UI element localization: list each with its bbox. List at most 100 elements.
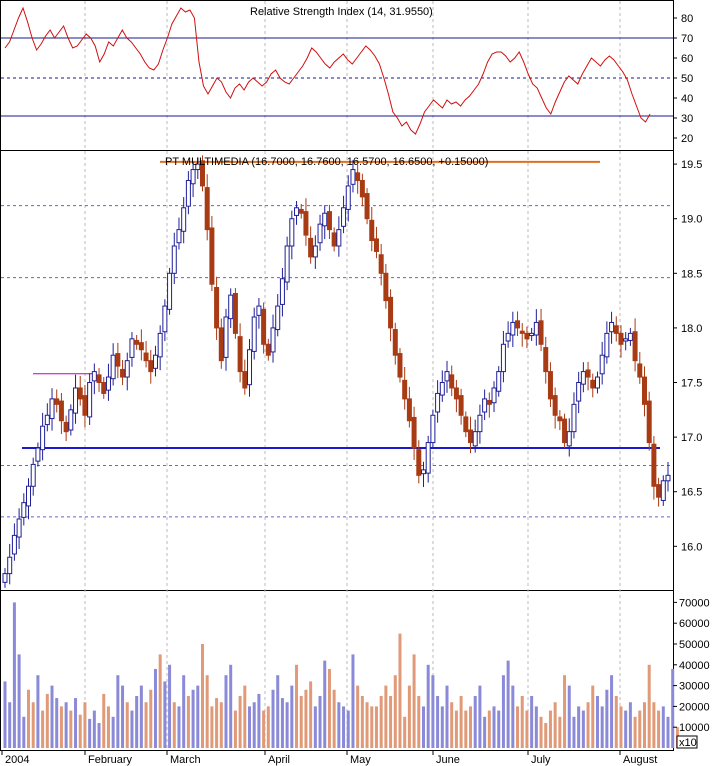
volume-bar bbox=[403, 716, 407, 748]
price-tick-label: 19.5 bbox=[681, 159, 702, 171]
candle bbox=[524, 326, 530, 349]
volume-bar bbox=[595, 696, 599, 748]
rsi-tick-label: 20 bbox=[681, 133, 693, 145]
rsi-panel bbox=[0, 0, 674, 151]
candle bbox=[96, 368, 102, 392]
volume-bar bbox=[492, 706, 496, 748]
candle bbox=[195, 157, 201, 179]
volume-bar bbox=[106, 706, 110, 748]
candle bbox=[247, 339, 253, 397]
candle bbox=[397, 348, 403, 383]
candle bbox=[486, 392, 492, 418]
volume-bar bbox=[666, 716, 670, 748]
candle bbox=[435, 380, 441, 423]
volume-bar bbox=[139, 685, 143, 748]
candle bbox=[49, 388, 55, 431]
volume-bar bbox=[121, 685, 125, 748]
candle bbox=[82, 384, 88, 428]
candle bbox=[223, 308, 229, 371]
volume-bar bbox=[407, 685, 411, 748]
volume-bar bbox=[12, 602, 16, 748]
volume-bar bbox=[337, 702, 341, 748]
volume-bar bbox=[45, 693, 49, 748]
candle bbox=[557, 410, 563, 431]
volume-unit-label: x10 bbox=[679, 737, 697, 749]
candle bbox=[134, 335, 140, 350]
candle bbox=[406, 386, 412, 428]
rsi-tick-label: 50 bbox=[681, 73, 693, 85]
candle bbox=[54, 389, 60, 413]
volume-bar bbox=[50, 685, 54, 748]
volume-bar bbox=[295, 664, 299, 748]
x-tick-label: March bbox=[170, 754, 201, 766]
volume-bar bbox=[200, 644, 204, 748]
vertical-gridlines bbox=[84, 1, 621, 750]
volume-bar bbox=[92, 710, 96, 748]
volume-bar bbox=[661, 706, 665, 748]
candle bbox=[543, 336, 549, 384]
candle bbox=[416, 440, 422, 484]
volume-bar bbox=[506, 660, 510, 748]
volume-bar bbox=[487, 710, 491, 748]
candle bbox=[68, 404, 74, 436]
volume-bar bbox=[497, 710, 501, 748]
volume-bar bbox=[360, 696, 364, 748]
volume-bar bbox=[374, 706, 378, 748]
candle bbox=[472, 419, 478, 453]
volume-bar bbox=[17, 654, 21, 748]
volume-bar bbox=[614, 696, 618, 748]
x-tick-label: June bbox=[436, 754, 460, 766]
volume-bar bbox=[421, 706, 425, 748]
rsi-tick-label: 80 bbox=[681, 13, 693, 25]
volume-bar bbox=[41, 710, 45, 748]
volume-bar bbox=[356, 685, 360, 748]
candle bbox=[646, 391, 652, 451]
volume-bar bbox=[31, 702, 35, 748]
candle bbox=[369, 207, 375, 252]
volume-tick-label: 50000 bbox=[679, 639, 710, 651]
candle bbox=[87, 373, 93, 425]
candle bbox=[77, 375, 83, 406]
volume-bar bbox=[215, 698, 219, 748]
candle bbox=[326, 204, 332, 240]
candle bbox=[303, 198, 309, 246]
volume-bar bbox=[539, 716, 543, 748]
rsi-tick-label: 40 bbox=[681, 93, 693, 105]
candle bbox=[515, 311, 521, 336]
candle bbox=[599, 341, 605, 385]
candle bbox=[58, 392, 64, 435]
volume-bar bbox=[633, 716, 637, 748]
volume-bar bbox=[276, 675, 280, 748]
volume-bar bbox=[271, 689, 275, 748]
candlesticks bbox=[2, 155, 671, 588]
volume-bar bbox=[417, 696, 421, 748]
volume-bar bbox=[304, 689, 308, 748]
volume-bar bbox=[473, 696, 477, 748]
price-tick-label: 16.0 bbox=[681, 541, 702, 553]
candle bbox=[40, 412, 46, 461]
rsi-tick-label: 60 bbox=[681, 53, 693, 65]
volume-tick-label: 60000 bbox=[679, 618, 710, 630]
volume-bar bbox=[8, 702, 12, 748]
volume-bar bbox=[440, 706, 444, 748]
volume-bar bbox=[248, 706, 252, 748]
candle bbox=[294, 201, 300, 225]
candle bbox=[261, 302, 267, 354]
x-tick-label: February bbox=[88, 754, 133, 766]
volume-bar bbox=[548, 710, 552, 748]
candle bbox=[152, 345, 158, 377]
candle bbox=[331, 227, 337, 252]
x-tick-label: 2004 bbox=[5, 754, 29, 766]
candle bbox=[482, 389, 488, 421]
volume-bar bbox=[327, 668, 331, 748]
candle bbox=[656, 477, 662, 507]
volume-bar bbox=[97, 723, 101, 748]
price-panel bbox=[0, 150, 674, 591]
candle bbox=[73, 374, 79, 424]
x-tick-label: July bbox=[531, 754, 551, 766]
volume-bar bbox=[224, 675, 228, 748]
price-tick-label: 18.0 bbox=[681, 323, 702, 335]
candle bbox=[204, 174, 210, 241]
candle bbox=[590, 373, 596, 398]
candle bbox=[660, 475, 666, 506]
